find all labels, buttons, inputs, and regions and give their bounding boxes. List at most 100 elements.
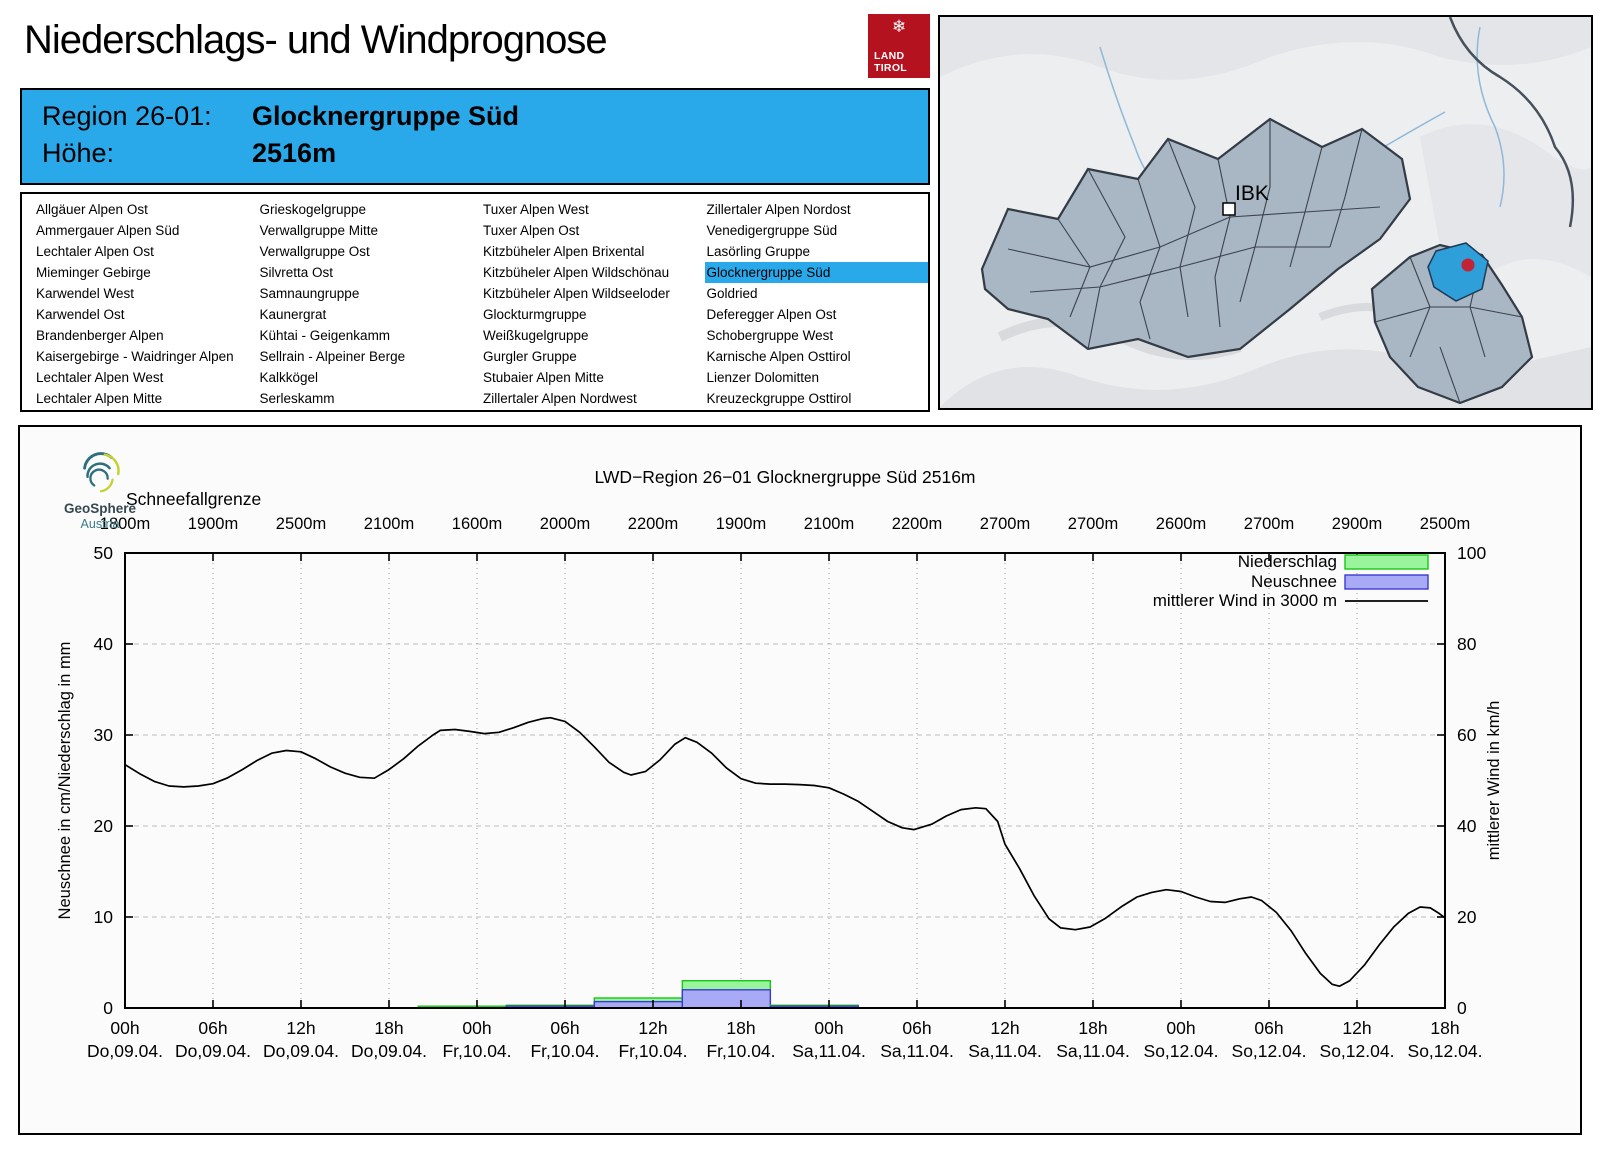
region-column: Zillertaler Alpen Nordost Venedigergruppe… <box>704 199 928 406</box>
x-tick-time-label: 12h <box>286 1018 315 1038</box>
x-tick-date-label: Sa,11.04. <box>968 1041 1042 1061</box>
region-label: Region 26-01: <box>42 101 212 131</box>
region-item[interactable]: Kühtai - Geigenkamm <box>259 328 391 343</box>
x-tick-time-label: 18h <box>726 1018 755 1038</box>
east-tirol-regions <box>1370 243 1534 405</box>
snowline-value-label: 1800m <box>100 515 150 533</box>
land-tirol-logo-text: LAND TIROL <box>874 50 924 74</box>
snowline-value-label: 2200m <box>628 515 678 533</box>
region-column: Tuxer Alpen West Tuxer Alpen Ost Kitzbühel… <box>481 199 705 406</box>
region-marker-dot <box>1461 258 1475 272</box>
region-item[interactable]: Gurgler Gruppe <box>483 349 577 364</box>
region-item[interactable]: Stubaier Alpen Mitte <box>483 370 604 385</box>
snowline-value-label: 1600m <box>452 515 502 533</box>
region-item[interactable]: Lienzer Dolomitten <box>706 370 820 385</box>
region-item[interactable]: Mieminger Gebirge <box>36 265 151 280</box>
region-item[interactable]: Brandenberger Alpen <box>36 328 164 343</box>
x-tick-date-label: Fr,10.04. <box>530 1041 599 1061</box>
map-panel: IBK <box>938 15 1593 410</box>
region-item[interactable]: Lechtaler Alpen Mitte <box>36 391 163 406</box>
region-item[interactable]: Kitzbüheler Alpen Wildseeloder <box>483 286 670 301</box>
region-item[interactable]: Silvretta Ost <box>259 265 334 280</box>
y-tick-label-right: 20 <box>1457 907 1477 927</box>
x-tick-time-label: 18h <box>1430 1018 1459 1038</box>
x-tick-time-label: 06h <box>1254 1018 1283 1038</box>
legend-label: Niederschlag <box>1238 552 1337 571</box>
region-item[interactable]: Lasörling Gruppe <box>706 244 811 259</box>
region-item[interactable]: Serleskamm <box>259 391 335 406</box>
region-item[interactable]: Tuxer Alpen West <box>483 202 589 217</box>
land-tirol-logo: ❄ LAND TIROL <box>868 14 930 78</box>
region-value: Glocknergruppe Süd <box>252 101 520 131</box>
region-item[interactable]: Tuxer Alpen Ost <box>483 223 580 238</box>
neuschnee-bar <box>681 989 772 1009</box>
region-item[interactable]: Goldried <box>706 286 758 301</box>
region-item[interactable]: Kitzbüheler Alpen Wildschönau <box>483 265 670 280</box>
x-tick-time-label: 18h <box>374 1018 403 1038</box>
snowline-value-label: 2100m <box>364 515 414 533</box>
x-tick-time-label: 12h <box>1342 1018 1371 1038</box>
land-tirol-logo-line1: LAND <box>874 49 905 62</box>
region-item[interactable]: Glockturmgruppe <box>483 307 587 322</box>
geosphere-swirl-icon <box>83 452 120 493</box>
region-item[interactable]: Grieskogelgruppe <box>259 202 367 217</box>
region-item[interactable]: Venedigergruppe Süd <box>706 223 838 238</box>
region-item[interactable]: Kaisergebirge - Waidringer Alpen <box>36 349 234 364</box>
plot-frame <box>124 552 1446 1009</box>
x-tick-time-label: 00h <box>1166 1018 1195 1038</box>
x-tick-time-label: 06h <box>550 1018 579 1038</box>
legend-label: Neuschnee <box>1251 572 1337 591</box>
x-tick-date-label: Fr,10.04. <box>706 1041 775 1061</box>
region-header-box: Region 26-01: Glocknergruppe Süd Höhe: 2… <box>20 88 930 185</box>
snowline-value-label: 2700m <box>980 515 1030 533</box>
snowline-value-label: 2500m <box>1420 515 1470 533</box>
region-item[interactable]: Schobergruppe West <box>706 328 834 343</box>
region-item[interactable]: Ammergauer Alpen Süd <box>36 223 180 238</box>
snowline-value-label: 2900m <box>1332 515 1382 533</box>
geosphere-logo: GeoSphere Austria <box>50 447 150 531</box>
x-tick-time-label: 00h <box>110 1018 139 1038</box>
region-item[interactable]: Kaunergrat <box>259 307 327 322</box>
region-column: Grieskogelgruppe Verwallgruppe Mitte Verwa… <box>258 199 482 406</box>
region-item[interactable]: Karwendel West <box>36 286 135 301</box>
region-item[interactable]: Lechtaler Alpen West <box>36 370 164 385</box>
region-item[interactable]: Samnaungruppe <box>259 286 360 301</box>
region-item[interactable]: Kreuzeckgruppe Osttirol <box>706 391 852 406</box>
north-tirol-regions <box>980 117 1412 359</box>
y-tick-label-left: 50 <box>94 543 114 563</box>
region-item[interactable]: Kitzbüheler Alpen Brixental <box>483 244 645 259</box>
region-item[interactable]: Zillertaler Alpen Nordost <box>706 202 851 217</box>
region-item-selected[interactable]: Glocknergruppe Süd <box>704 262 928 283</box>
x-tick-time-label: 06h <box>198 1018 227 1038</box>
y-tick-label-left: 20 <box>94 816 114 836</box>
region-item[interactable]: Deferegger Alpen Ost <box>706 307 837 322</box>
region-item[interactable]: Weißkugelgruppe <box>483 328 589 343</box>
snowline-value-label: 2600m <box>1156 515 1206 533</box>
y-tick-label-right: 100 <box>1457 543 1486 563</box>
region-item[interactable]: Zillertaler Alpen Nordwest <box>483 391 637 406</box>
y-tick-label-left: 10 <box>94 907 114 927</box>
region-item[interactable]: Verwallgruppe Mitte <box>259 223 379 238</box>
region-item[interactable]: Kalkkögel <box>259 370 319 385</box>
x-tick-date-label: Do,09.04. <box>87 1041 163 1061</box>
region-item[interactable]: Karwendel Ost <box>36 307 125 322</box>
y-tick-label-left: 0 <box>103 998 113 1018</box>
x-tick-time-label: 06h <box>902 1018 931 1038</box>
region-item[interactable]: Karnische Alpen Osttirol <box>706 349 851 364</box>
x-tick-time-label: 12h <box>638 1018 667 1038</box>
y-tick-label-right: 60 <box>1457 725 1477 745</box>
region-column: Allgäuer Alpen Ost Ammergauer Alpen Süd Le… <box>34 199 258 406</box>
region-item[interactable]: Verwallgruppe Ost <box>259 244 370 259</box>
region-item[interactable]: Allgäuer Alpen Ost <box>36 202 148 217</box>
snowline-value-label: 2700m <box>1244 515 1294 533</box>
y-tick-label-right: 80 <box>1457 634 1477 654</box>
snowline-label: Schneefallgrenze <box>126 489 262 509</box>
chart-title: LWD−Region 26−01 Glocknergruppe Süd 2516… <box>594 467 976 487</box>
highlighted-region-glocknergruppe-sued[interactable] <box>1427 242 1489 302</box>
legend-swatch-neuschnee <box>1344 574 1429 590</box>
snowline-value-label: 1900m <box>188 515 238 533</box>
region-item[interactable]: Lechtaler Alpen Ost <box>36 244 154 259</box>
y-tick-label-left: 30 <box>94 725 114 745</box>
x-tick-date-label: Sa,11.04. <box>1056 1041 1130 1061</box>
region-item[interactable]: Sellrain - Alpeiner Berge <box>259 349 406 364</box>
